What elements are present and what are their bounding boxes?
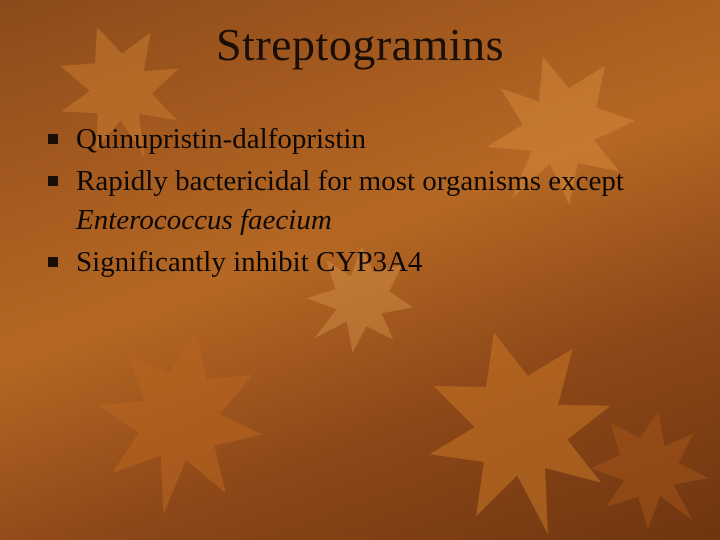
bullet-text: Quinupristin-dalfopristin bbox=[76, 120, 690, 158]
slide-body: Quinupristin-dalfopristin Rapidly bacter… bbox=[48, 120, 690, 285]
bullet-plain: Quinupristin-dalfopristin bbox=[76, 123, 366, 155]
bullet-plain: Significantly inhibit CYP3A4 bbox=[76, 246, 422, 278]
bullet-item: Rapidly bactericidal for most organisms … bbox=[48, 162, 690, 239]
slide: Streptogramins Quinupristin-dalfopristin… bbox=[0, 0, 720, 540]
bullet-plain: Rapidly bactericidal for most organisms … bbox=[76, 165, 624, 197]
bullet-item: Quinupristin-dalfopristin bbox=[48, 120, 690, 158]
bullet-square-icon bbox=[48, 257, 58, 267]
bullet-item: Significantly inhibit CYP3A4 bbox=[48, 243, 690, 281]
bullet-italic: Enterococcus faecium bbox=[76, 204, 332, 236]
bullet-square-icon bbox=[48, 176, 58, 186]
bullet-text: Significantly inhibit CYP3A4 bbox=[76, 243, 690, 281]
bullet-square-icon bbox=[48, 134, 58, 144]
slide-title: Streptogramins bbox=[0, 18, 720, 71]
bullet-text: Rapidly bactericidal for most organisms … bbox=[76, 162, 690, 239]
